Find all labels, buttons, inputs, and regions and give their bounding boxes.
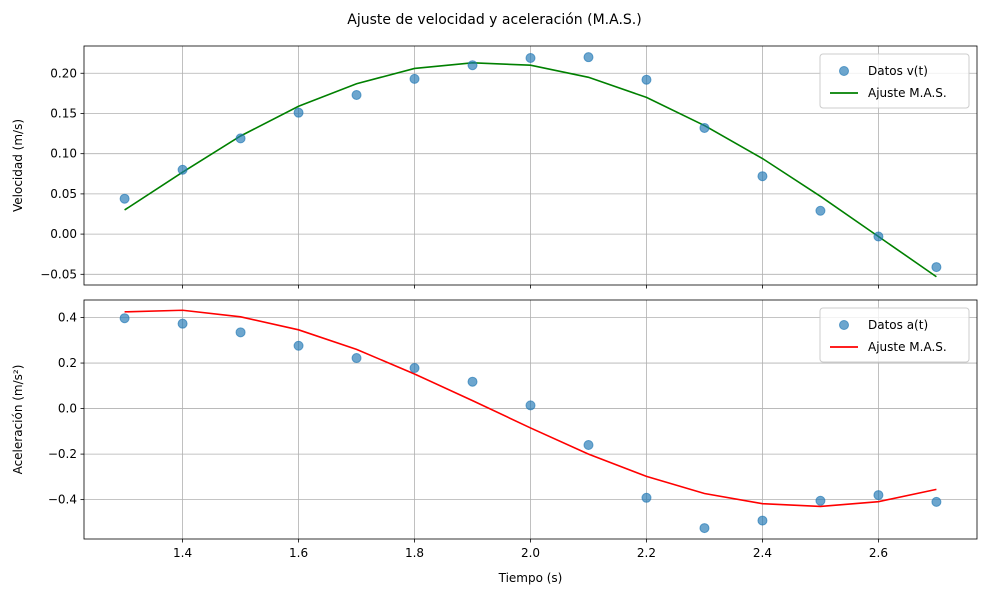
acceleration-data-point: [641, 492, 652, 503]
acceleration-data-point: [815, 495, 826, 506]
velocity-data-point: [177, 164, 188, 175]
acceleration-data-point: [177, 318, 188, 329]
velocity-data-point: [641, 74, 652, 85]
x-tick-label: 2.6: [869, 546, 888, 560]
y-tick-label: 0.15: [50, 106, 77, 120]
acceleration-data-point: [293, 340, 304, 351]
acceleration-data-point: [235, 327, 246, 338]
acceleration-fit-line: [124, 309, 937, 508]
acceleration-legend: Datos a(t) Ajuste M.A.S.: [819, 307, 970, 363]
velocity-data-point: [873, 231, 884, 242]
x-tick-label: 2.2: [637, 546, 656, 560]
acceleration-data-point: [351, 353, 362, 364]
acceleration-x-axis-label: Tiempo (s): [498, 571, 563, 585]
velocity-data-point: [409, 73, 420, 84]
legend-label: Datos a(t): [868, 318, 928, 332]
y-tick-label: 0.05: [50, 187, 77, 201]
velocity-chart: −0.05 0.00 0.05 0.10 0.15 0.20 Velocidad (m/s)…: [11, 45, 978, 289]
x-tick-label: 2.0: [521, 546, 540, 560]
acceleration-data-point: [467, 376, 478, 387]
acceleration-chart: 1.4 1.6 1.8 2.0 2.2 2.4 2.6 −0.4 −0.2 0.0 0.2 0.4 Ac…: [11, 299, 978, 585]
y-tick-label: 0.2: [58, 356, 77, 370]
velocity-data-point: [119, 193, 130, 204]
velocity-data-point: [525, 52, 536, 63]
legend-label: Ajuste M.A.S.: [868, 340, 947, 354]
y-tick-label: 0.0: [58, 402, 77, 416]
velocity-data-point: [293, 107, 304, 118]
legend-marker: [839, 66, 849, 76]
acceleration-data-point: [873, 490, 884, 501]
acceleration-data-point: [931, 496, 942, 507]
velocity-fit-line: [124, 62, 937, 278]
y-tick-label: 0.10: [50, 147, 77, 161]
acceleration-data-point: [119, 313, 130, 324]
velocity-data-point: [351, 89, 362, 100]
velocity-plot-area: [119, 52, 942, 278]
acceleration-y-axis-label: Aceleración (m/s²): [11, 365, 25, 475]
acceleration-data-point: [699, 523, 710, 534]
x-tick-label: 1.6: [289, 546, 308, 560]
legend-box: [819, 307, 970, 363]
acceleration-data-point: [583, 439, 594, 450]
velocity-data-point: [815, 205, 826, 216]
figure-title: Ajuste de velocidad y aceleración (M.A.S…: [347, 12, 641, 28]
y-tick-label: 0.4: [58, 311, 77, 325]
legend-label: Datos v(t): [868, 64, 928, 78]
legend-box: [819, 53, 970, 109]
velocity-y-axis-label: Velocidad (m/s): [11, 119, 25, 212]
velocity-legend: Datos v(t) Ajuste M.A.S.: [819, 53, 970, 109]
velocity-grid: [84, 46, 977, 285]
acceleration-data-point: [409, 363, 420, 374]
acceleration-data-point: [525, 400, 536, 411]
velocity-data-point: [583, 52, 594, 63]
x-tick-label: 2.4: [753, 546, 772, 560]
legend-label: Ajuste M.A.S.: [868, 86, 947, 100]
velocity-data-point: [757, 171, 768, 182]
y-tick-label: 0.00: [50, 227, 77, 241]
y-tick-label: −0.2: [48, 447, 77, 461]
y-tick-label: −0.4: [48, 493, 77, 507]
y-tick-label: 0.20: [50, 66, 77, 80]
y-tick-label: −0.05: [40, 267, 77, 281]
velocity-data-point: [931, 262, 942, 273]
velocity-data-point: [467, 60, 478, 71]
acceleration-data-point: [757, 515, 768, 526]
velocity-data-point: [699, 122, 710, 133]
acceleration-plot-area: [119, 309, 942, 534]
x-tick-label: 1.8: [405, 546, 424, 560]
legend-marker: [839, 320, 849, 330]
velocity-data-point: [235, 133, 246, 144]
x-tick-label: 1.4: [173, 546, 192, 560]
